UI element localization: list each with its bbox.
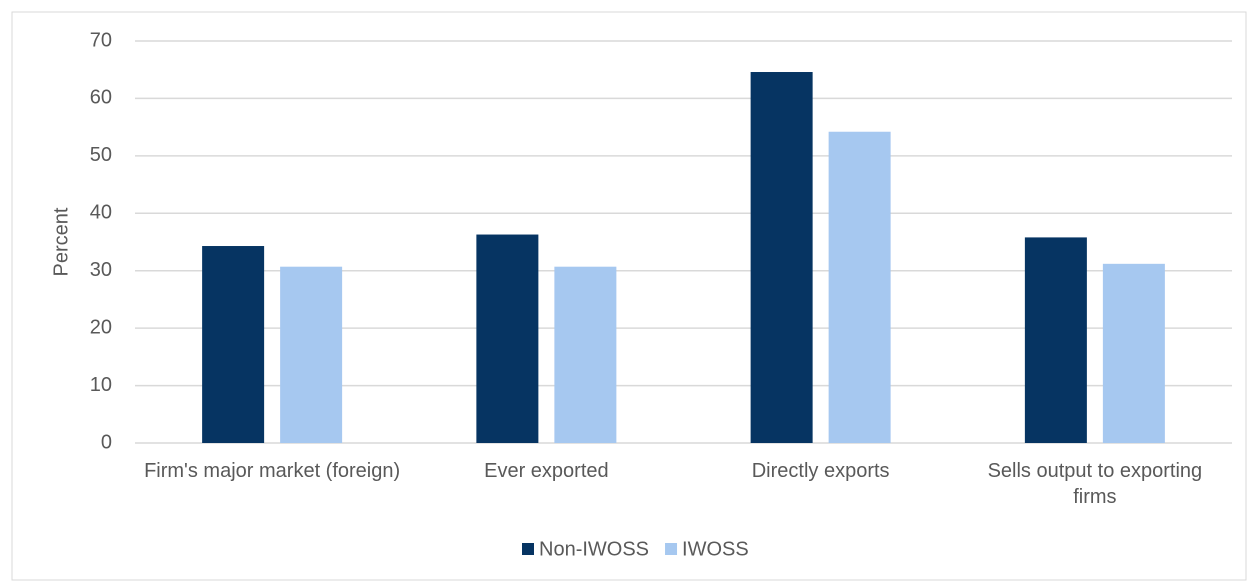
x-tick-label: Ever exported <box>484 460 609 482</box>
bar <box>1102 263 1165 443</box>
y-tick-label: 40 <box>90 202 112 224</box>
x-tick-label: Sells output to exporting firms <box>987 460 1203 508</box>
y-tick-label: 20 <box>90 316 112 338</box>
bar <box>476 234 539 443</box>
x-tick-label: Firm's major market (foreign) <box>144 460 401 482</box>
y-axis-title: Percent <box>50 207 72 276</box>
bar <box>280 266 343 443</box>
y-tick-label: 60 <box>90 87 112 109</box>
y-tick-label: 10 <box>90 374 112 396</box>
bar <box>750 72 813 444</box>
x-tick-label: Directly exports <box>751 460 890 482</box>
y-tick-label: 50 <box>90 144 112 166</box>
legend-label: Non-IWOSS <box>539 538 649 560</box>
legend-label: IWOSS <box>682 538 749 560</box>
bar <box>1024 237 1087 443</box>
y-tick-label: 0 <box>101 431 112 453</box>
bar <box>554 266 617 443</box>
chart-border <box>11 11 1247 581</box>
bar <box>202 246 265 443</box>
bar <box>828 131 891 444</box>
y-tick-label: 70 <box>90 29 112 51</box>
y-tick-label: 30 <box>90 259 112 281</box>
legend-swatch <box>665 543 678 555</box>
legend-swatch <box>522 543 534 555</box>
